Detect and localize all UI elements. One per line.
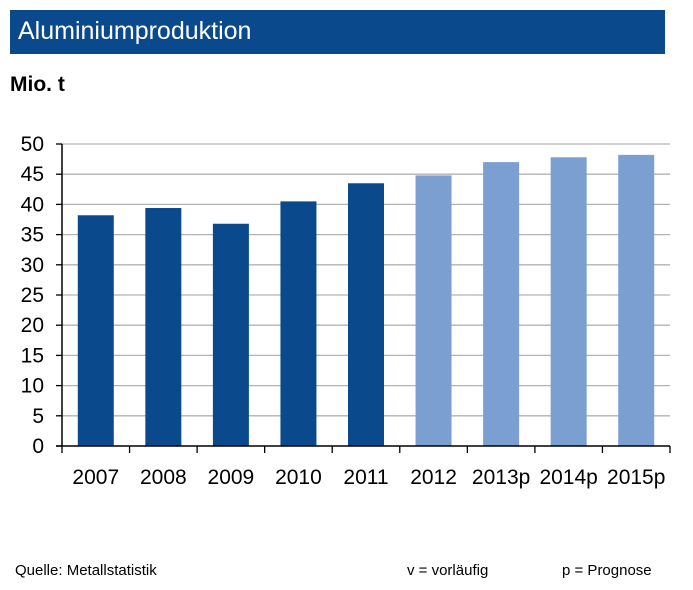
x-tick-label: 2015p [607, 466, 665, 489]
x-tick-label: 2014p [539, 466, 597, 489]
y-tick-label: 5 [32, 405, 44, 428]
unit-label: Mio. t [10, 73, 65, 96]
x-tick-label: 2012 [410, 466, 457, 489]
y-tick-label: 10 [21, 375, 44, 398]
legend-preliminary: v = vorläufig [407, 562, 489, 579]
x-tick-label: 2009 [208, 466, 255, 489]
y-tick-label: 40 [21, 193, 44, 216]
y-tick-label: 25 [21, 284, 44, 307]
y-tick-label: 20 [21, 314, 44, 337]
bar [550, 157, 587, 446]
y-tick-label: 15 [21, 344, 44, 367]
legend-forecast: p = Prognose [562, 562, 652, 579]
bar [618, 154, 655, 446]
x-tick-label: 2007 [72, 466, 119, 489]
bar [212, 223, 249, 446]
bar-chart: 0 5 10 15 20 25 30 35 40 45 50 2007 2008 2009 2010 2011… [21, 133, 671, 489]
x-tick-label: 2008 [140, 466, 187, 489]
x-tick-label: 2010 [275, 466, 322, 489]
bar [483, 162, 520, 446]
bar [280, 201, 317, 446]
y-tick-label: 50 [21, 133, 44, 156]
bar [415, 175, 452, 446]
y-tick-label: 45 [21, 163, 44, 186]
source-note: Quelle: Metallstatistik [15, 562, 157, 579]
title-bar: Aluminiumproduktion [10, 10, 665, 54]
bar [77, 215, 114, 446]
y-tick-label: 0 [32, 435, 44, 458]
bar [145, 208, 182, 446]
x-tick-label: 2013p [472, 466, 530, 489]
y-tick-label: 35 [21, 224, 44, 247]
x-tick-label: 2011 [343, 466, 388, 489]
bar [348, 183, 384, 446]
chart-title: Aluminiumproduktion [18, 17, 252, 45]
y-tick-label: 30 [21, 254, 44, 277]
